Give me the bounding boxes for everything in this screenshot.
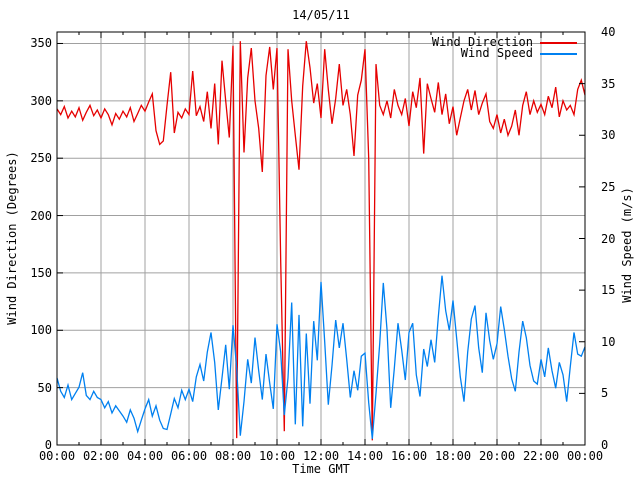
legend-line-wind-speed [540,52,577,55]
x-tick-label: 06:00 [170,449,208,463]
y-right-tick-label: 10 [601,335,616,349]
y-right-tick-label: 30 [601,128,616,142]
y-right-tick-label: 40 [601,25,616,39]
y-axis-label-left: Wind Direction (Degrees) [5,151,19,324]
y-left-tick-label: 250 [30,151,52,165]
wind-speed-line [56,275,586,439]
x-tick-label: 00:00 [566,449,604,463]
y-left-tick-label: 50 [37,381,52,395]
x-tick-label: 12:00 [302,449,340,463]
x-tick-label: 02:00 [82,449,120,463]
x-tick-label: 10:00 [258,449,296,463]
x-tick-label: 16:00 [390,449,428,463]
x-tick-label: 04:00 [126,449,164,463]
y-right-tick-label: 0 [601,438,609,452]
y-right-tick-label: 25 [601,180,616,194]
legend-label-wind-direction: Wind Direction [431,35,533,49]
x-tick-label: 22:00 [522,449,560,463]
y-left-tick-label: 200 [30,209,52,223]
y-left-tick-label: 150 [30,266,52,280]
y-left-tick-label: 300 [30,94,52,108]
x-tick-label: 20:00 [478,449,516,463]
y-left-tick-label: 350 [30,36,52,50]
x-tick-label: 14:00 [346,449,384,463]
y-left-tick-label: 100 [30,323,52,337]
y-right-tick-label: 5 [601,386,609,400]
chart-title: 14/05/11 [292,8,350,22]
legend: Wind Direction Wind Speed [431,35,577,60]
y-axis-label-right: Wind Speed (m/s) [620,187,634,303]
legend-line-wind-direction [540,41,577,44]
x-axis-label: Time GMT [292,462,350,476]
y-left-tick-label: 0 [44,438,52,452]
x-tick-label: 00:00 [38,449,76,463]
x-tick-label: 18:00 [434,449,472,463]
y-right-tick-label: 35 [601,77,616,91]
legend-item-wind-speed: Wind Speed [432,46,577,60]
y-right-tick-label: 15 [601,283,616,297]
legend-item-wind-direction: Wind Direction [431,35,577,49]
y-right-tick-label: 20 [601,232,616,246]
x-tick-label: 08:00 [214,449,252,463]
legend-label-wind-speed: Wind Speed [460,46,533,60]
wind-direction-line [56,41,586,441]
